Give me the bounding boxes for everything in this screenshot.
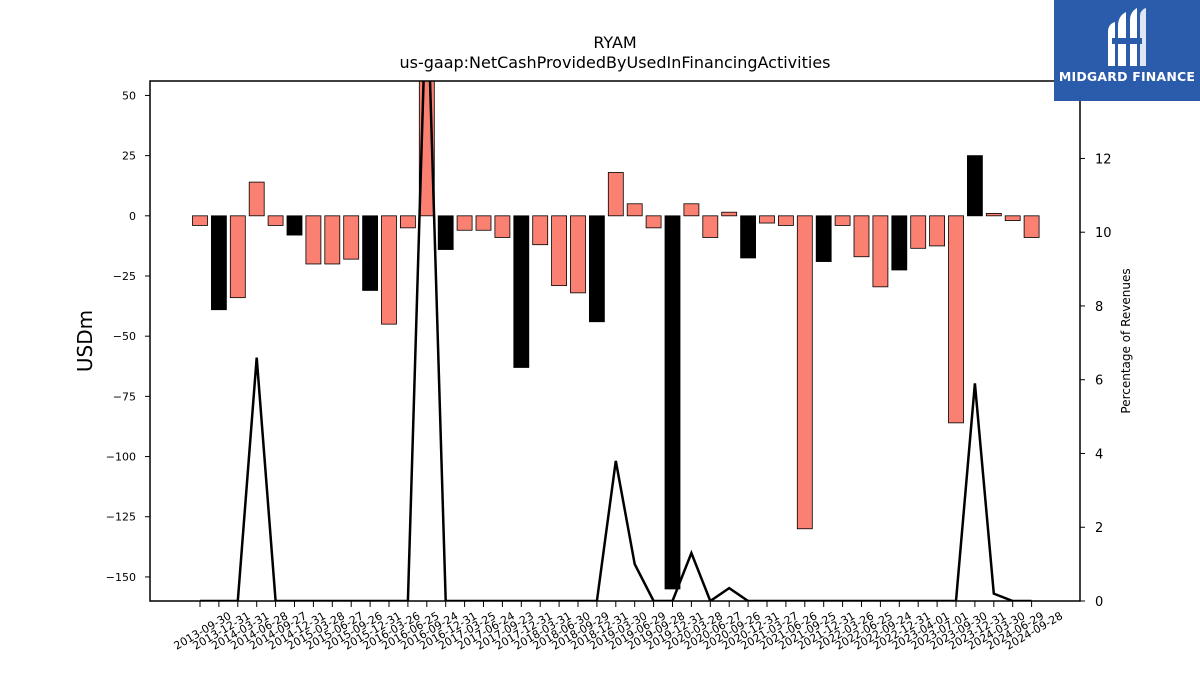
y2-tick-label: 8: [1095, 300, 1103, 315]
bar: [229, 215, 246, 299]
y2-tick-label: 12: [1095, 152, 1112, 167]
bar: [967, 155, 983, 217]
y-tick-label: −100: [106, 451, 136, 464]
bar: [834, 215, 851, 226]
y-tick-label: −75: [113, 390, 136, 403]
bar: [645, 215, 662, 229]
bar: [513, 215, 530, 368]
bar: [324, 215, 341, 265]
bar: [1023, 215, 1040, 238]
y-tick-label: −150: [106, 571, 136, 584]
bar: [759, 215, 775, 224]
bar: [210, 215, 227, 311]
bar: [248, 181, 265, 217]
y-tick-label: −125: [106, 511, 136, 524]
y2-axis-label: Percentage of Revenues: [1119, 268, 1133, 413]
brand-logo: MIDGARD FINANCE: [1054, 0, 1200, 101]
bar: [872, 215, 889, 288]
bar: [305, 215, 322, 265]
midgard-logo-icon: [1108, 8, 1146, 66]
bar: [343, 215, 360, 260]
bar: [381, 215, 397, 325]
bar: [570, 215, 586, 294]
bar: [437, 215, 454, 250]
y-tick-label: 50: [122, 89, 136, 102]
y2-tick-label: 10: [1095, 226, 1112, 241]
bar: [286, 215, 303, 236]
bar: [626, 203, 643, 217]
bar: [607, 172, 624, 217]
bar: [778, 215, 794, 226]
bar: [929, 215, 945, 247]
line-group: [200, 81, 1032, 601]
y2-tick-label: 4: [1095, 447, 1103, 462]
bar: [683, 203, 700, 217]
logo-text: MIDGARD FINANCE: [1058, 69, 1196, 84]
y2-tick-label: 0: [1095, 595, 1103, 610]
y2-tick-label: 6: [1095, 374, 1103, 389]
y-tick-label: −50: [113, 330, 136, 343]
bar: [721, 211, 738, 217]
y-tick-label: 25: [122, 150, 136, 163]
bar: [551, 215, 567, 287]
y-axis: 50 25 0 −25 −50 −75 −100 −125 −150: [106, 89, 150, 584]
bar: [532, 215, 549, 246]
bar: [267, 215, 284, 226]
bar: [362, 215, 379, 291]
bar: [664, 215, 681, 590]
bar: [494, 215, 511, 238]
bar: [853, 215, 870, 258]
chart-subtitle: us-gaap:NetCashProvidedByUsedInFinancing…: [399, 53, 830, 72]
bar: [891, 215, 908, 271]
bar: [192, 215, 208, 226]
bars-group: [192, 81, 1040, 590]
bar: [475, 215, 492, 231]
bar: [1004, 215, 1021, 222]
y-axis-label: USDm: [73, 310, 97, 372]
y2-axis: 02468101214: [1080, 79, 1112, 610]
series-line: [200, 81, 1032, 601]
bar: [399, 215, 416, 229]
bar: [948, 215, 964, 424]
y2-tick-label: 2: [1095, 521, 1103, 536]
bar: [796, 215, 813, 530]
bar: [985, 213, 1002, 217]
plot-frame: [149, 80, 1081, 602]
y-tick-label: 0: [129, 210, 136, 223]
x-axis: 2013-09-302013-12-312014-03-312014-06-28…: [172, 601, 1065, 653]
y-tick-label: −25: [113, 270, 136, 283]
bar: [589, 215, 605, 323]
bar: [702, 215, 719, 238]
bar: [910, 215, 927, 249]
chart-title: RYAM: [593, 33, 636, 52]
bar: [456, 215, 473, 231]
bar: [740, 215, 756, 259]
bar: [815, 215, 832, 262]
